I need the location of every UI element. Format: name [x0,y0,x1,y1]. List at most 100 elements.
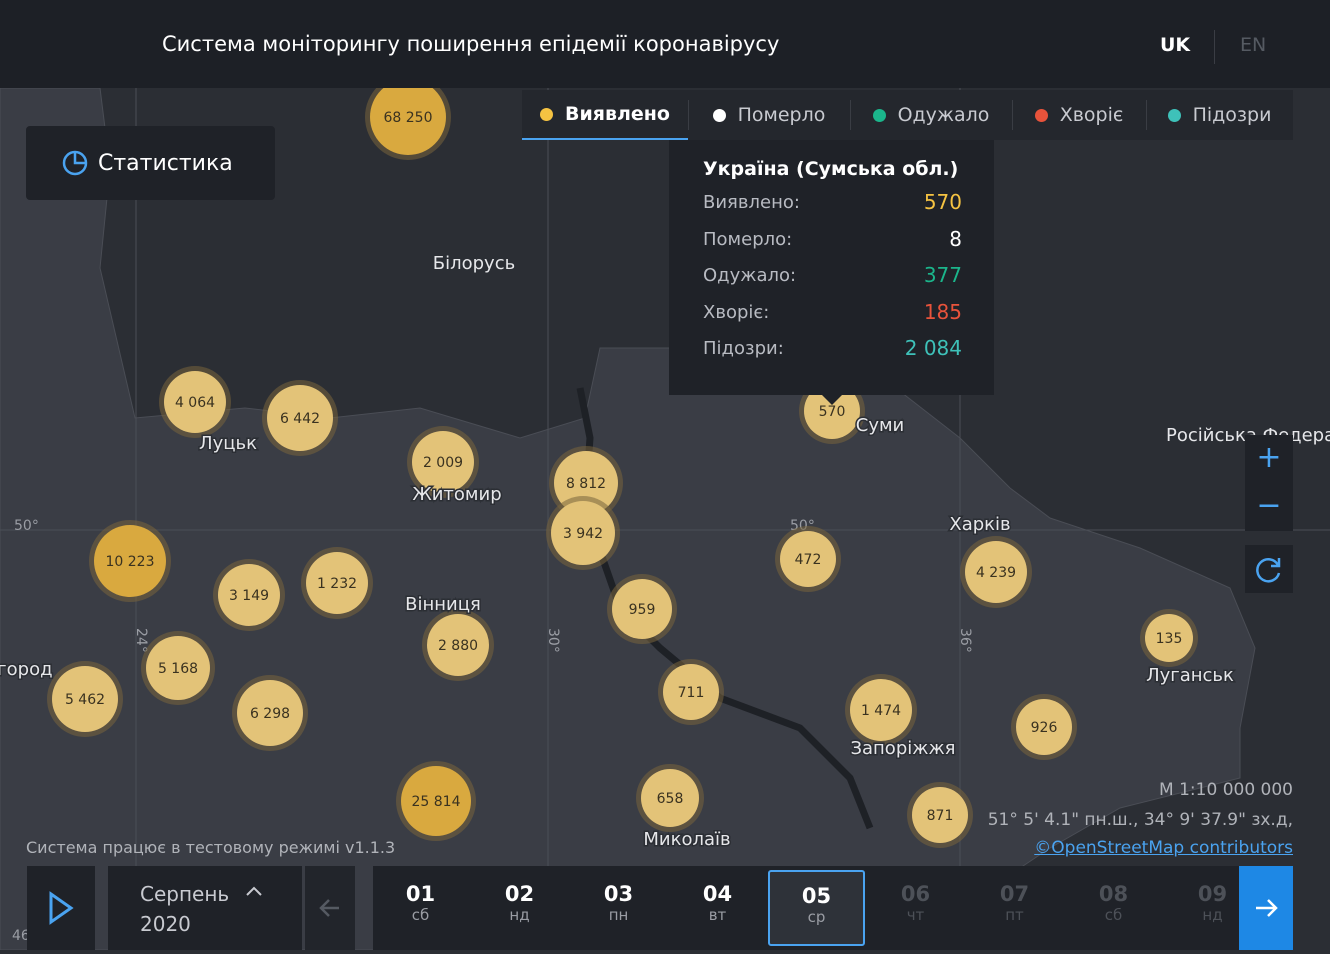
tooltip-arrow [821,394,843,405]
cluster [401,766,471,836]
tooltip-label: Хворіє: [703,301,770,323]
coords: 51° 5' 4.1" пн.ш., 34° 9' 37.9" зх.д, [987,810,1293,830]
tooltip-label: Померло: [703,228,793,250]
day-number: 05 [801,884,832,908]
prev-button[interactable] [305,866,355,950]
cluster [306,552,368,614]
tab-label: Підозри [1192,104,1272,126]
cluster-label: 1 474 [861,703,901,719]
cluster [1016,699,1072,755]
place-label: Миколаїв [643,829,730,850]
day[interactable]: 07 пт [966,866,1063,950]
tooltip-value: 8 [949,226,962,251]
day-number: 08 [1098,882,1129,906]
cluster-label: 3 149 [229,588,269,604]
cluster-label: 2 880 [438,638,478,654]
zoom-out[interactable]: − [1256,488,1282,523]
place-label: Вінниця [405,594,481,615]
place-label: Суми [856,415,905,436]
scale: М 1:10 000 000 [1159,780,1293,800]
day-number: 07 [999,882,1030,906]
cluster-label: 5 462 [65,692,105,708]
tab-divider [1012,100,1013,130]
tab-divider [850,100,851,130]
stats-button[interactable]: Статистика [26,126,275,200]
day-weekday: пн [608,906,629,924]
tab[interactable]: Померло [688,90,850,140]
cluster-label: 8 812 [566,476,606,492]
place-label: Житомир [412,484,501,505]
chevron [246,886,262,896]
cluster [965,541,1027,603]
grid-label: 30° [545,628,561,653]
day[interactable]: 02 нд [471,866,568,950]
tab-label: Виявлено [564,103,670,125]
play-button[interactable] [27,866,95,950]
place-label: Білорусь [433,253,515,274]
cluster [912,787,968,843]
cluster-label: 658 [657,791,684,807]
day-number: 04 [702,882,733,906]
cluster [1145,614,1193,662]
cluster-label: 6 442 [280,411,320,427]
cluster [412,431,474,493]
place-label: Луганськ [1146,665,1234,686]
cluster-label: 1 232 [317,576,357,592]
day[interactable]: 05 ср [768,870,865,946]
day[interactable]: 09 нд [1164,866,1261,950]
next-button[interactable] [1239,866,1293,950]
cluster-label: 959 [629,602,656,618]
tab[interactable]: Виявлено [522,90,688,140]
day-number: 01 [405,882,436,906]
cluster [612,579,672,639]
cluster [780,531,836,587]
tab[interactable]: Хворіє [1012,90,1146,140]
day-weekday: сб [1104,906,1123,924]
tab[interactable]: Одужало [850,90,1012,140]
cluster-label: 2 009 [423,455,463,471]
tab-bar: Виявлено Померло Одужало Хворіє Підозри [522,90,1293,140]
cluster-label: 68 250 [384,110,433,126]
month: Серпень [140,882,230,906]
day[interactable]: 08 сб [1065,866,1162,950]
cluster-label: 4 064 [175,395,215,411]
place-label: Запоріжжя [850,738,955,759]
day-weekday: чт [906,906,925,924]
lang-uk[interactable]: UK [1160,34,1191,56]
day-weekday: сб [411,906,430,924]
cluster [427,614,489,676]
reset-button[interactable] [1245,545,1293,593]
cluster-label: 926 [1031,720,1058,736]
tab[interactable]: Підозри [1146,90,1293,140]
cluster-label: 3 942 [563,526,603,542]
cluster [164,371,226,433]
day[interactable]: 06 чт [867,866,964,950]
lang-en[interactable]: EN [1240,34,1267,56]
day-strip: 01 сб 02 нд 03 пн 04 вт 05 ср 06 чт 07 пт 08 сб 09 нд [373,866,1239,950]
tab-divider [1146,100,1147,130]
test-mode: Система працює в тестовому режимі v1.1.3 [26,838,396,857]
prev-icon [319,899,339,917]
day[interactable]: 01 сб [372,866,469,950]
tab-dot [1034,108,1048,122]
place-label: Харків [949,514,1010,535]
cluster [267,385,333,451]
cluster [850,679,912,741]
attribution[interactable]: ©OpenStreetMap contributors [1034,838,1293,858]
title: Система моніторингу поширення епідемії к… [162,32,780,56]
zoom-in[interactable]: + [1256,440,1282,475]
day-number: 09 [1197,882,1228,906]
day-number: 02 [504,882,535,906]
cluster-label: 570 [819,404,846,420]
cluster [641,769,699,827]
stats-label: Статистика [98,150,233,176]
next-icon [1256,899,1278,917]
play-icon [49,891,74,925]
day-weekday: ср [807,908,826,926]
day[interactable]: 03 пн [570,866,667,950]
month-picker[interactable]: Серпень 2020 [108,866,302,950]
place-label: Ужгород [0,659,53,680]
tooltip-label: Підозри: [703,338,784,359]
day[interactable]: 04 вт [669,866,766,950]
